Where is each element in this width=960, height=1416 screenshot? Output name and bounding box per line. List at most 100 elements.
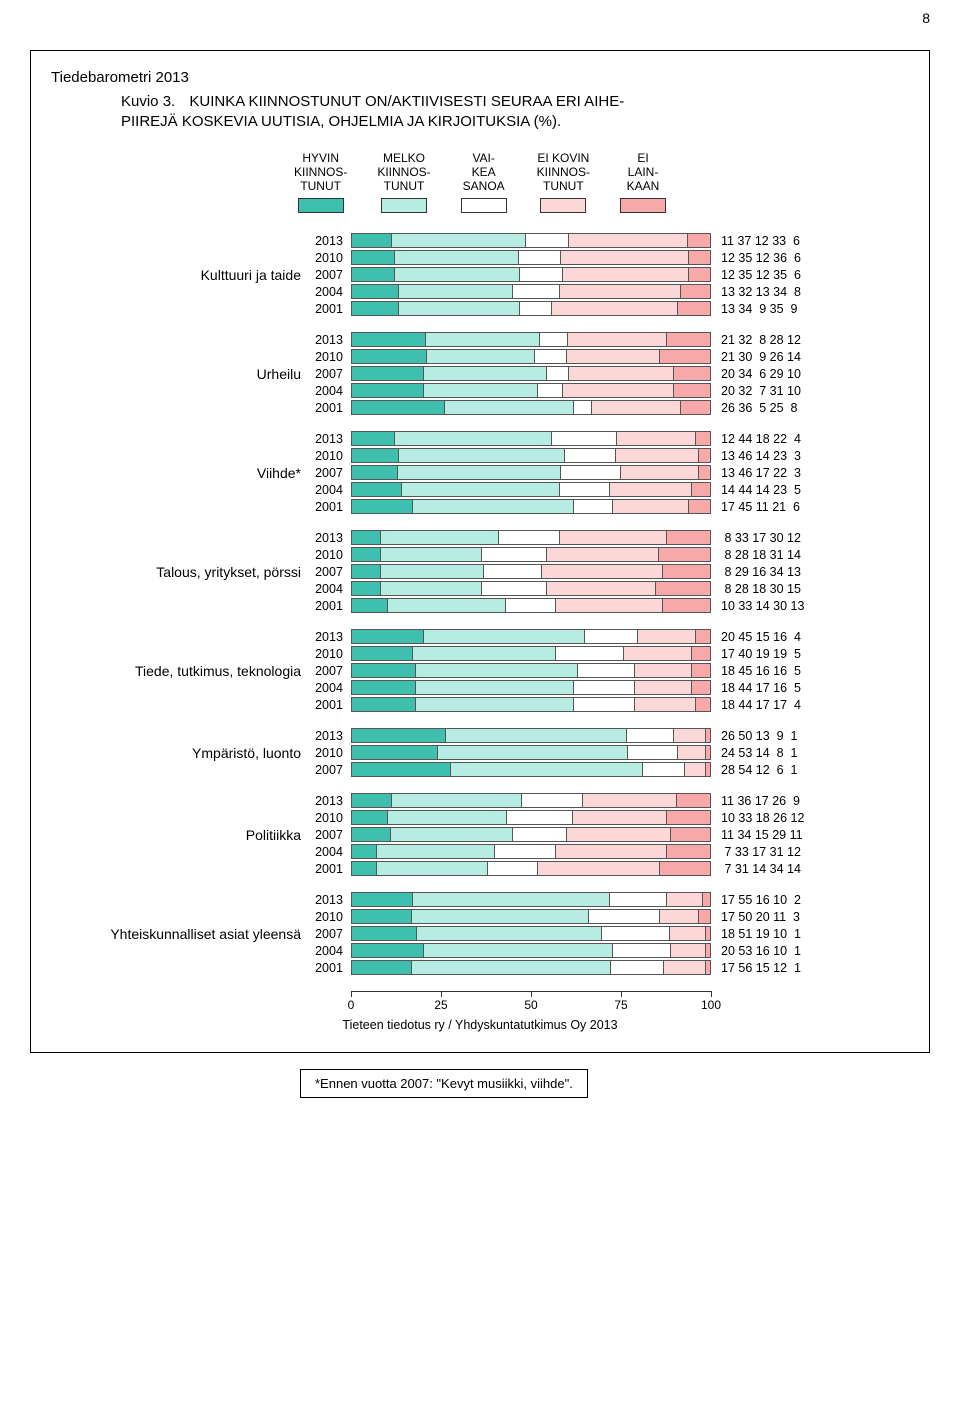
legend-item: EI KOVINKIINNOS-TUNUT [537,151,590,213]
years-column: 20132010200720042001 [307,793,351,878]
year-label: 2010 [307,745,351,762]
axis-tick [531,991,532,997]
bar-segment [696,432,710,445]
year-label: 2010 [307,250,351,267]
bar-segment [560,531,667,544]
bar-segment [689,251,710,264]
stacked-bar [351,383,711,398]
year-label: 2007 [307,827,351,844]
bars-column [351,629,711,714]
year-label: 2010 [307,909,351,926]
bar-segment [424,384,539,397]
stacked-bar [351,909,711,924]
bar-segment [352,927,417,940]
bar-segment [352,302,399,315]
value-row: 17 55 16 10 2 [721,892,801,909]
years-column: 20132010200720042001 [307,332,351,417]
bar-segment [561,251,689,264]
bar-segment [685,763,706,776]
bar-segment [583,794,677,807]
value-row: 12 35 12 35 6 [721,267,801,284]
bar-segment [667,893,703,906]
bar-segment [542,565,664,578]
bar-segment [689,268,710,281]
chart-group: Politiikka2013201020072004200111 36 17 2… [51,793,909,878]
values-column: 8 33 17 30 12 8 28 18 31 14 8 29 16 34 1… [711,530,804,615]
bar-segment [547,548,659,561]
value-row: 17 50 20 11 3 [721,909,801,926]
bar-segment [513,828,567,841]
bar-segment [399,449,565,462]
bar-segment [556,845,667,858]
group-label: Viihde* [51,431,307,481]
bar-segment [391,828,513,841]
year-label: 2007 [307,663,351,680]
years-column: 20132010200720042001 [307,892,351,977]
year-label: 2010 [307,349,351,366]
bar-segment [621,466,699,479]
stacked-bar [351,697,711,712]
bars-column [351,728,711,779]
value-row: 12 44 18 22 4 [721,431,801,448]
group-label: Urheilu [51,332,307,382]
bar-segment [495,845,556,858]
year-label: 2013 [307,892,351,909]
years-column: 20132010200720042001 [307,530,351,615]
bars-column [351,431,711,516]
bar-segment [424,944,614,957]
value-row: 11 36 17 26 9 [721,793,804,810]
values-column: 11 36 17 26 910 33 18 26 1211 34 15 29 1… [711,793,804,878]
bar-segment [413,893,610,906]
bar-segment [681,285,710,298]
bar-segment [638,630,695,643]
bar-segment [377,862,488,875]
bar-segment [427,350,534,363]
bar-segment [561,466,621,479]
bar-segment [585,630,639,643]
axis-tick-label: 75 [614,998,627,1012]
value-row: 11 37 12 33 6 [721,233,801,250]
bar-segment [667,333,710,346]
bar-segment [352,944,424,957]
value-row: 8 33 17 30 12 [721,530,804,547]
bar-segment [438,746,628,759]
bar-segment [352,333,426,346]
stacked-bar [351,943,711,958]
source-text: Tieteen tiedotus ry / Yhdyskuntatutkimus… [51,1018,909,1032]
value-row: 13 46 17 22 3 [721,465,801,482]
legend: HYVINKIINNOS-TUNUTMELKOKIINNOS-TUNUTVAI-… [51,151,909,213]
bar-segment [699,466,710,479]
bar-segment [699,910,710,923]
chart-title: Kuvio 3. KUINKA KIINNOSTUNUT ON/AKTIIVIS… [121,92,841,133]
stacked-bar [351,793,711,808]
bar-segment [628,746,678,759]
values-column: 11 37 12 33 612 35 12 36 612 35 12 35 61… [711,233,801,318]
group-label: Tiede, tutkimus, teknologia [51,629,307,679]
bar-segment [352,845,377,858]
bar-segment [563,268,688,281]
year-label: 2013 [307,793,351,810]
bar-segment [519,251,562,264]
stacked-bar [351,366,711,381]
bar-segment [560,285,682,298]
bar-segment [613,944,670,957]
value-row: 13 46 14 23 3 [721,448,801,465]
bar-segment [352,828,391,841]
value-row: 20 53 16 10 1 [721,943,801,960]
bar-segment [627,729,674,742]
stacked-bar [351,400,711,415]
bar-segment [706,763,710,776]
bar-segment [352,384,424,397]
bar-segment [671,828,710,841]
value-row: 18 51 19 10 1 [721,926,801,943]
bar-segment [677,794,710,807]
group-label: Yhteiskunnalliset asiat yleensä [51,892,307,942]
value-row: 24 53 14 8 1 [721,745,797,762]
value-row: 17 45 11 21 6 [721,499,801,516]
title-line-2: PIIREJÄ KOSKEVIA UUTISIA, OHJELMIA JA KI… [121,113,561,130]
bar-segment [388,811,507,824]
value-row: 10 33 14 30 13 [721,598,804,615]
bar-segment [412,910,589,923]
bar-segment [574,698,635,711]
values-column: 12 44 18 22 413 46 14 23 313 46 17 22 3 1… [711,431,801,516]
